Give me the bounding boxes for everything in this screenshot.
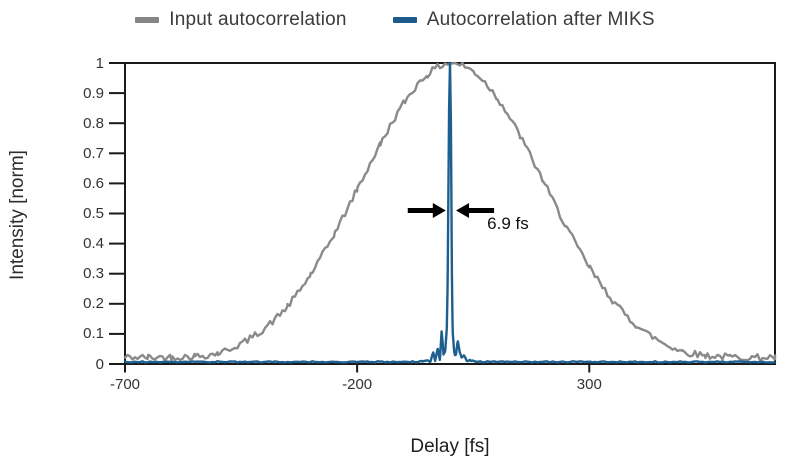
y-tick-label: 0: [95, 355, 104, 373]
legend-item-miks-autocorrelation: Autocorrelation after MIKS: [392, 9, 655, 31]
x-axis-title: Delay [fs]: [410, 436, 490, 457]
legend-item-input-autocorrelation: Input autocorrelation: [135, 9, 347, 31]
chart-legend: Input autocorrelation Autocorrelation af…: [0, 9, 790, 31]
y-tick-label: 0.9: [83, 84, 104, 102]
y-tick-label: 0.8: [83, 114, 104, 132]
y-tick-label: 0.7: [83, 144, 104, 162]
fwhm-annotation-label: 6.9 fs: [487, 214, 529, 234]
legend-label-miks-autocorrelation: Autocorrelation after MIKS: [426, 9, 655, 30]
y-tick-label: 1: [95, 54, 104, 72]
x-tick-label: -700: [109, 376, 141, 393]
miks-autocorrelation-swatch: [392, 17, 417, 23]
y-tick-label: 0.4: [83, 235, 104, 253]
curve-autocorrelation-after-miks: [123, 61, 777, 364]
y-tick-label: 0.2: [83, 295, 104, 313]
fwhm-arrow-right-head: [456, 202, 470, 218]
y-tick-label: 0.6: [83, 174, 104, 192]
y-tick-label: 0.1: [83, 325, 104, 343]
input-autocorrelation-swatch: [135, 17, 160, 23]
y-axis-title: Intensity [norm]: [7, 150, 28, 280]
y-tick-label: 0.5: [83, 205, 104, 222]
x-tick-label: 300: [576, 376, 602, 393]
fwhm-arrow-left-head: [432, 202, 446, 218]
y-tick-label: 0.3: [83, 265, 104, 283]
x-tick-label: -200: [342, 376, 373, 393]
legend-label-input-autocorrelation: Input autocorrelation: [169, 9, 347, 30]
